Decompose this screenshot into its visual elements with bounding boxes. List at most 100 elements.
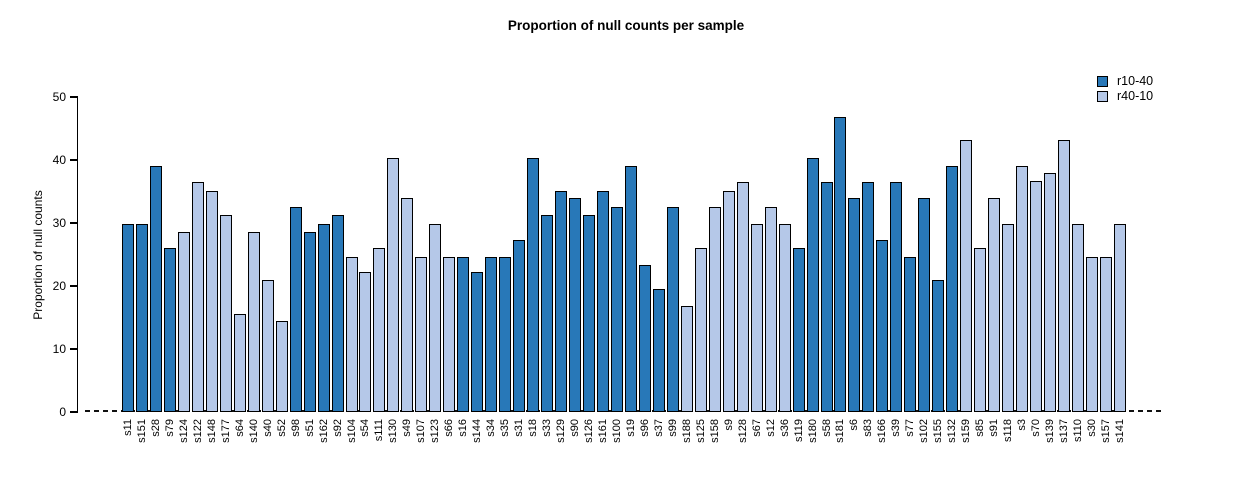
x-tick-label-s110: s110 [1071, 419, 1084, 443]
x-tick-label-s128: s128 [736, 419, 749, 443]
legend-label: r10-40 [1117, 74, 1154, 88]
bar-s137 [1057, 140, 1070, 412]
x-tick-label-s188: s188 [680, 419, 693, 443]
bar-s12 [764, 206, 777, 412]
y-tick [70, 348, 78, 350]
bar-s77 [904, 257, 917, 412]
bar-s40 [261, 280, 274, 412]
x-tick-label-s151: s151 [135, 419, 148, 443]
bar-s51 [303, 231, 316, 412]
legend: r10-40 r40-10 [1097, 74, 1153, 104]
x-tick-label-s123: s123 [429, 419, 442, 443]
x-tick-label-s70: s70 [1030, 419, 1043, 437]
bar-s162 [317, 223, 330, 412]
bar-s188 [680, 305, 693, 412]
x-tick-label-s37: s37 [652, 419, 665, 437]
y-tick [70, 411, 78, 413]
bar-s33 [541, 214, 554, 412]
x-tick-label-s124: s124 [177, 419, 190, 443]
x-tick-label-s118: s118 [1002, 419, 1015, 443]
x-tick-label-s39: s39 [890, 419, 903, 437]
y-tick-label-0: 0 [59, 405, 66, 419]
bar-s83 [862, 182, 875, 412]
x-tick-label-s30: s30 [1085, 419, 1098, 437]
x-tick-label-s33: s33 [541, 419, 554, 437]
bar-s64 [233, 313, 246, 412]
bar-s90 [569, 198, 582, 412]
x-tick-label-s49: s49 [401, 419, 414, 437]
x-tick-label-s98: s98 [289, 419, 302, 437]
zero-dashed-line [85, 410, 1163, 412]
bar-s16 [457, 257, 470, 412]
x-tick-label-s31: s31 [513, 419, 526, 437]
bar-s39 [890, 182, 903, 412]
x-tick-label-s11: s11 [122, 419, 134, 436]
bar-s148 [205, 190, 218, 412]
bar-s118 [1002, 223, 1015, 412]
bar-s92 [331, 214, 344, 412]
bar-s144 [471, 272, 484, 412]
x-tick-label-s40: s40 [261, 419, 274, 437]
x-tick-label-s177: s177 [219, 419, 232, 443]
bar-s67 [750, 223, 763, 412]
x-tick-label-s6: s6 [848, 419, 861, 431]
x-tick-label-s58: s58 [820, 419, 833, 437]
x-tick-label-s129: s129 [555, 419, 568, 443]
x-tick-label-s180: s180 [806, 419, 819, 443]
bar-s28 [149, 166, 162, 412]
bar-s37 [652, 288, 665, 412]
bar-s110 [1071, 223, 1084, 412]
bar-s157 [1099, 257, 1112, 412]
y-axis-label: Proportion of null counts [31, 190, 45, 320]
x-tick-label-s90: s90 [569, 419, 582, 437]
x-tick-label-s64: s64 [233, 419, 246, 437]
y-tick-label-50: 50 [52, 90, 66, 104]
bar-s79 [163, 247, 176, 412]
x-tick-label-s67: s67 [750, 419, 763, 437]
bar-s31 [513, 240, 526, 412]
bar-s19 [624, 166, 637, 412]
bar-s91 [988, 198, 1001, 412]
y-tick-label-30: 30 [52, 216, 66, 230]
x-tick-label-s144: s144 [471, 419, 484, 443]
x-tick-label-s181: s181 [834, 419, 847, 443]
x-tick-label-s158: s158 [708, 419, 721, 443]
x-tick-label-s162: s162 [317, 419, 330, 443]
x-tick-label-s54: s54 [359, 419, 372, 437]
x-tick-label-s3: s3 [1016, 419, 1029, 431]
bar-s34 [485, 257, 498, 412]
bar-s177 [219, 214, 232, 412]
bar-s52 [275, 321, 288, 412]
bar-s123 [429, 223, 442, 412]
bar-s124 [177, 231, 190, 412]
x-tick-label-s139: s139 [1044, 419, 1057, 443]
legend-label: r40-10 [1117, 89, 1154, 103]
x-tick-label-s155: s155 [932, 419, 945, 443]
plot-area [77, 97, 1177, 412]
bar-s96 [638, 264, 651, 412]
bar-s104 [345, 257, 358, 412]
x-tick-label-s125: s125 [694, 419, 707, 443]
y-tick-label-10: 10 [52, 342, 66, 356]
bar-s140 [247, 231, 260, 412]
bar-s151 [135, 223, 148, 412]
x-tick-label-s91: s91 [988, 419, 1001, 437]
bar-s58 [820, 182, 833, 412]
x-tick-label-s137: s137 [1057, 419, 1070, 443]
x-tick-label-s130: s130 [387, 419, 400, 443]
bar-s11 [122, 223, 134, 412]
x-tick-label-s85: s85 [974, 419, 987, 437]
legend-swatch-r10-40 [1097, 76, 1108, 87]
x-tick-label-s83: s83 [862, 419, 875, 437]
bar-s181 [834, 116, 847, 412]
x-tick-label-s77: s77 [904, 419, 917, 437]
x-tick-label-s122: s122 [191, 419, 204, 443]
x-tick-label-s161: s161 [596, 419, 609, 443]
x-tick-label-s141: s141 [1113, 419, 1126, 443]
bar-s99 [666, 206, 679, 412]
bar-s161 [596, 190, 609, 412]
x-tick-label-s36: s36 [778, 419, 791, 437]
x-tick-label-s66: s66 [443, 419, 456, 437]
x-tick-label-s16: s16 [457, 419, 470, 437]
x-tick-label-s107: s107 [415, 419, 428, 443]
